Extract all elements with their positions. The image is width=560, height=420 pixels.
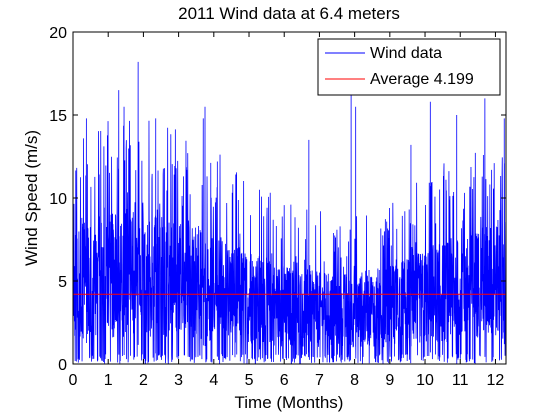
y-axis-ticks: 0 5 10 15 20 xyxy=(49,25,506,374)
x-tick-label: 0 xyxy=(69,372,78,389)
x-axis-ticks: 0 1 2 3 4 5 6 7 8 9 10 11 12 xyxy=(69,32,505,389)
x-tick-label: 3 xyxy=(174,372,183,389)
y-tick-label: 5 xyxy=(58,274,67,291)
x-tick-label: 9 xyxy=(385,372,394,389)
x-tick-label: 12 xyxy=(487,372,505,389)
x-tick-label: 2 xyxy=(139,372,148,389)
x-tick-label: 11 xyxy=(452,372,469,389)
y-tick-label: 15 xyxy=(49,108,67,125)
x-tick-label: 8 xyxy=(350,372,359,389)
x-axis-label: Time (Months) xyxy=(235,393,344,412)
wind-data-series xyxy=(72,61,507,365)
x-tick-label: 4 xyxy=(209,372,218,389)
x-tick-label: 7 xyxy=(315,372,324,389)
chart-title: 2011 Wind data at 6.4 meters xyxy=(178,4,400,23)
y-axis-label: Wind Speed (m/s) xyxy=(22,130,41,266)
x-tick-label: 10 xyxy=(416,372,434,389)
x-tick-label: 5 xyxy=(245,372,254,389)
wind-data-line xyxy=(72,61,507,365)
x-tick-label: 1 xyxy=(104,372,113,389)
x-tick-label: 6 xyxy=(280,372,289,389)
legend-box xyxy=(317,38,501,96)
y-tick-label: 0 xyxy=(58,357,67,374)
y-tick-label: 20 xyxy=(49,25,67,42)
legend-label-average: Average 4.199 xyxy=(370,71,474,88)
legend: Wind data Average 4.199 xyxy=(317,38,501,96)
y-tick-label: 10 xyxy=(49,191,67,208)
legend-label-wind-data: Wind data xyxy=(370,45,442,62)
